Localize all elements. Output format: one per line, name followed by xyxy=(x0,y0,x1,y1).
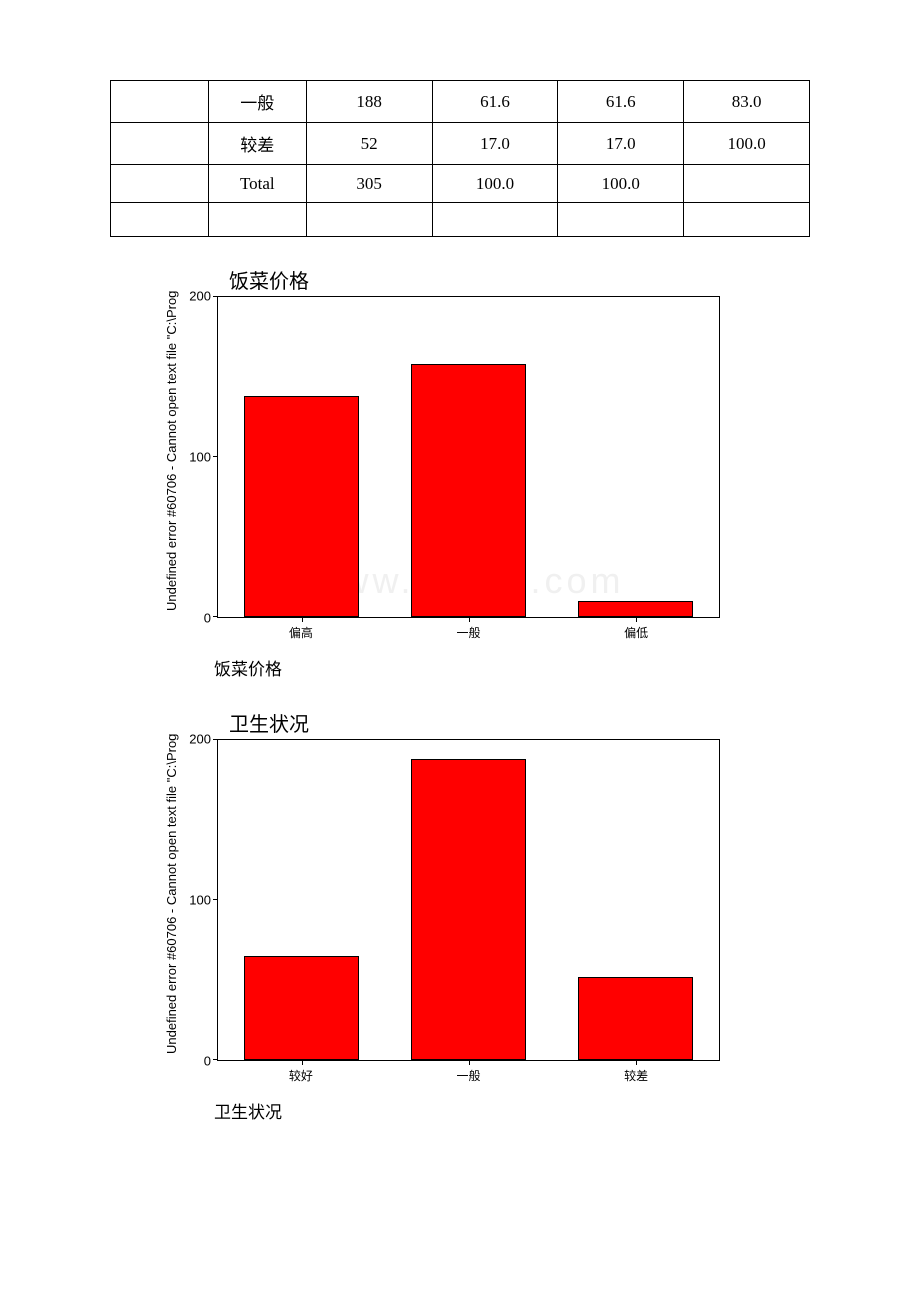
x-tick-mark xyxy=(636,1060,637,1065)
y-tick-label: 0 xyxy=(204,611,211,626)
bar xyxy=(578,977,693,1060)
plot-area: www.bdocx.com xyxy=(217,296,720,618)
bar xyxy=(244,956,359,1060)
cell: 较差 xyxy=(208,123,306,165)
cell: 100.0 xyxy=(558,165,684,203)
y-tick-label: 200 xyxy=(189,732,211,747)
y-tick-mark xyxy=(213,1059,218,1060)
x-ticks: 较好一般较差 xyxy=(179,1061,720,1084)
chart-title: 卫生状况 xyxy=(179,704,720,739)
chart-hygiene: Undefined error #60706 - Cannot open tex… xyxy=(160,704,720,1123)
bar xyxy=(411,759,526,1060)
chart-title: 饭菜价格 xyxy=(179,261,720,296)
y-tick-mark xyxy=(213,616,218,617)
yaxis-title: Undefined error #60706 - Cannot open tex… xyxy=(160,704,179,1084)
cell xyxy=(208,203,306,237)
x-tick-mark xyxy=(469,617,470,622)
bar xyxy=(411,364,526,617)
x-tick-mark xyxy=(469,1060,470,1065)
x-tick-mark xyxy=(302,617,303,622)
cell: 100.0 xyxy=(432,165,558,203)
x-tick-label: 较好 xyxy=(217,1067,385,1084)
y-tick-mark xyxy=(213,899,218,900)
bar xyxy=(578,601,693,617)
cell xyxy=(432,203,558,237)
cell: 188 xyxy=(306,81,432,123)
cell xyxy=(111,123,209,165)
y-tick-mark xyxy=(213,456,218,457)
y-ticks: 0100200 xyxy=(179,739,217,1061)
x-ticks: 偏高一般偏低 xyxy=(179,618,720,641)
x-tick-mark xyxy=(302,1060,303,1065)
y-tick-mark xyxy=(213,739,218,740)
x-tick-label: 偏低 xyxy=(552,624,720,641)
y-ticks: 0100200 xyxy=(179,296,217,618)
cell xyxy=(111,203,209,237)
y-tick-label: 0 xyxy=(204,1054,211,1069)
xaxis-title: 卫生状况 xyxy=(160,1084,720,1123)
plot-area xyxy=(217,739,720,1061)
cell: 100.0 xyxy=(684,123,810,165)
cell: 83.0 xyxy=(684,81,810,123)
chart-price: Undefined error #60706 - Cannot open tex… xyxy=(160,261,720,680)
y-tick-label: 100 xyxy=(189,450,211,465)
cell xyxy=(684,203,810,237)
data-table: 一般 188 61.6 61.6 83.0 较差 52 17.0 17.0 10… xyxy=(110,80,810,237)
cell: 305 xyxy=(306,165,432,203)
cell xyxy=(111,165,209,203)
cell: Total xyxy=(208,165,306,203)
bar xyxy=(244,396,359,617)
x-tick-mark xyxy=(636,617,637,622)
cell xyxy=(306,203,432,237)
cell xyxy=(111,81,209,123)
cell: 61.6 xyxy=(558,81,684,123)
cell: 17.0 xyxy=(558,123,684,165)
xaxis-title: 饭菜价格 xyxy=(160,641,720,680)
yaxis-title: Undefined error #60706 - Cannot open tex… xyxy=(160,261,179,641)
x-tick-label: 一般 xyxy=(385,624,553,641)
y-tick-mark xyxy=(213,296,218,297)
table-row: 较差 52 17.0 17.0 100.0 xyxy=(111,123,810,165)
y-tick-label: 100 xyxy=(189,893,211,908)
table-row: 一般 188 61.6 61.6 83.0 xyxy=(111,81,810,123)
table-row: Total 305 100.0 100.0 xyxy=(111,165,810,203)
x-tick-label: 较差 xyxy=(552,1067,720,1084)
cell: 61.6 xyxy=(432,81,558,123)
cell: 一般 xyxy=(208,81,306,123)
y-tick-label: 200 xyxy=(189,289,211,304)
cell: 52 xyxy=(306,123,432,165)
cell: 17.0 xyxy=(432,123,558,165)
cell xyxy=(684,165,810,203)
x-tick-label: 偏高 xyxy=(217,624,385,641)
cell xyxy=(558,203,684,237)
x-tick-label: 一般 xyxy=(385,1067,553,1084)
table-row-empty xyxy=(111,203,810,237)
